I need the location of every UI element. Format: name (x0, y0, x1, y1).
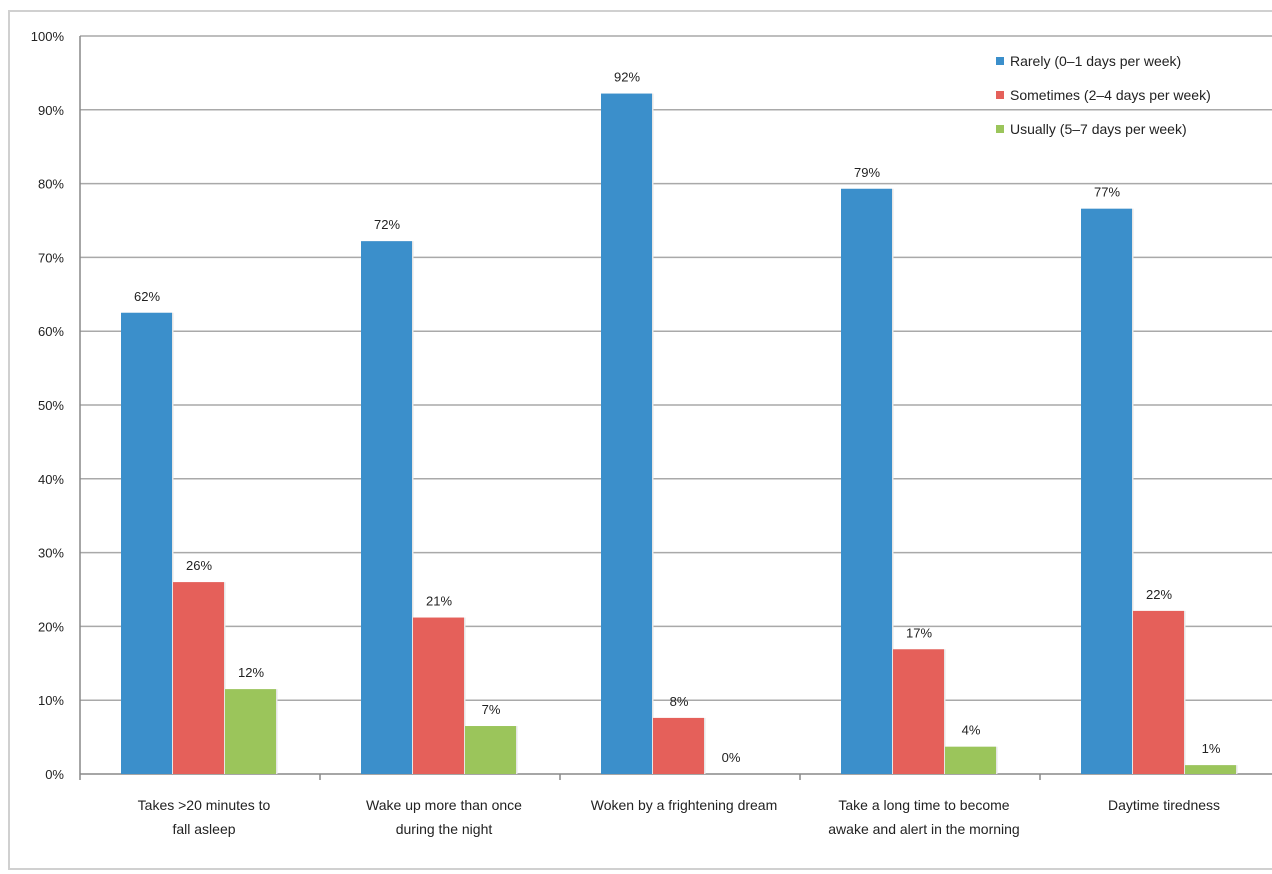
category-label: Take a long time to become (838, 797, 1009, 813)
category-label: Takes >20 minutes to (138, 797, 271, 813)
bar-sometimes (1133, 610, 1184, 774)
y-tick-label: 100% (31, 29, 65, 44)
bar-sometimes (653, 717, 704, 774)
legend-item: Usually (5–7 days per week) (1010, 121, 1187, 137)
y-tick-label: 40% (38, 472, 64, 487)
data-label: 26% (186, 558, 212, 573)
data-label: 4% (962, 723, 981, 738)
data-label: 17% (906, 625, 932, 640)
legend-item: Rarely (0–1 days per week) (1010, 53, 1181, 69)
y-tick-label: 10% (38, 693, 64, 708)
data-label: 21% (426, 594, 452, 609)
category-label: Wake up more than once (366, 797, 522, 813)
bar-usually (225, 689, 276, 774)
bar-rarely (361, 241, 412, 774)
legend-swatch (996, 91, 1004, 99)
category-label: Woken by a frightening dream (591, 797, 778, 813)
bar-rarely (121, 312, 172, 774)
category-label: during the night (396, 821, 493, 837)
bar-usually (465, 726, 516, 774)
bar-rarely (1081, 208, 1132, 774)
legend-swatch (996, 57, 1004, 65)
data-label: 77% (1094, 185, 1120, 200)
category-label: awake and alert in the morning (828, 821, 1019, 837)
bar-rarely (841, 188, 892, 775)
bar-usually (1185, 765, 1236, 774)
y-tick-label: 0% (45, 767, 64, 782)
data-label: 1% (1202, 741, 1221, 756)
legend-swatch (996, 125, 1004, 133)
y-tick-label: 80% (38, 177, 64, 192)
data-label: 62% (134, 289, 160, 304)
data-label: 79% (854, 165, 880, 180)
category-label: Daytime tiredness (1108, 797, 1220, 813)
y-tick-label: 70% (38, 250, 64, 265)
category-label: fall asleep (172, 821, 235, 837)
bar-rarely (601, 93, 652, 774)
legend-item: Sometimes (2–4 days per week) (1010, 87, 1211, 103)
y-tick-label: 90% (38, 103, 64, 118)
data-label: 8% (670, 694, 689, 709)
data-label: 72% (374, 217, 400, 232)
data-label: 12% (238, 665, 264, 680)
bar-sometimes (413, 617, 464, 774)
data-label: 7% (482, 702, 501, 717)
bar-sometimes (173, 582, 224, 774)
y-tick-label: 30% (38, 546, 64, 561)
y-tick-label: 60% (38, 324, 64, 339)
data-label: 22% (1146, 587, 1172, 602)
data-label: 92% (614, 70, 640, 85)
bar-usually (945, 746, 996, 774)
y-tick-label: 20% (38, 619, 64, 634)
bar-sometimes (893, 649, 944, 774)
data-label: 0% (722, 750, 741, 765)
y-tick-label: 50% (38, 398, 64, 413)
